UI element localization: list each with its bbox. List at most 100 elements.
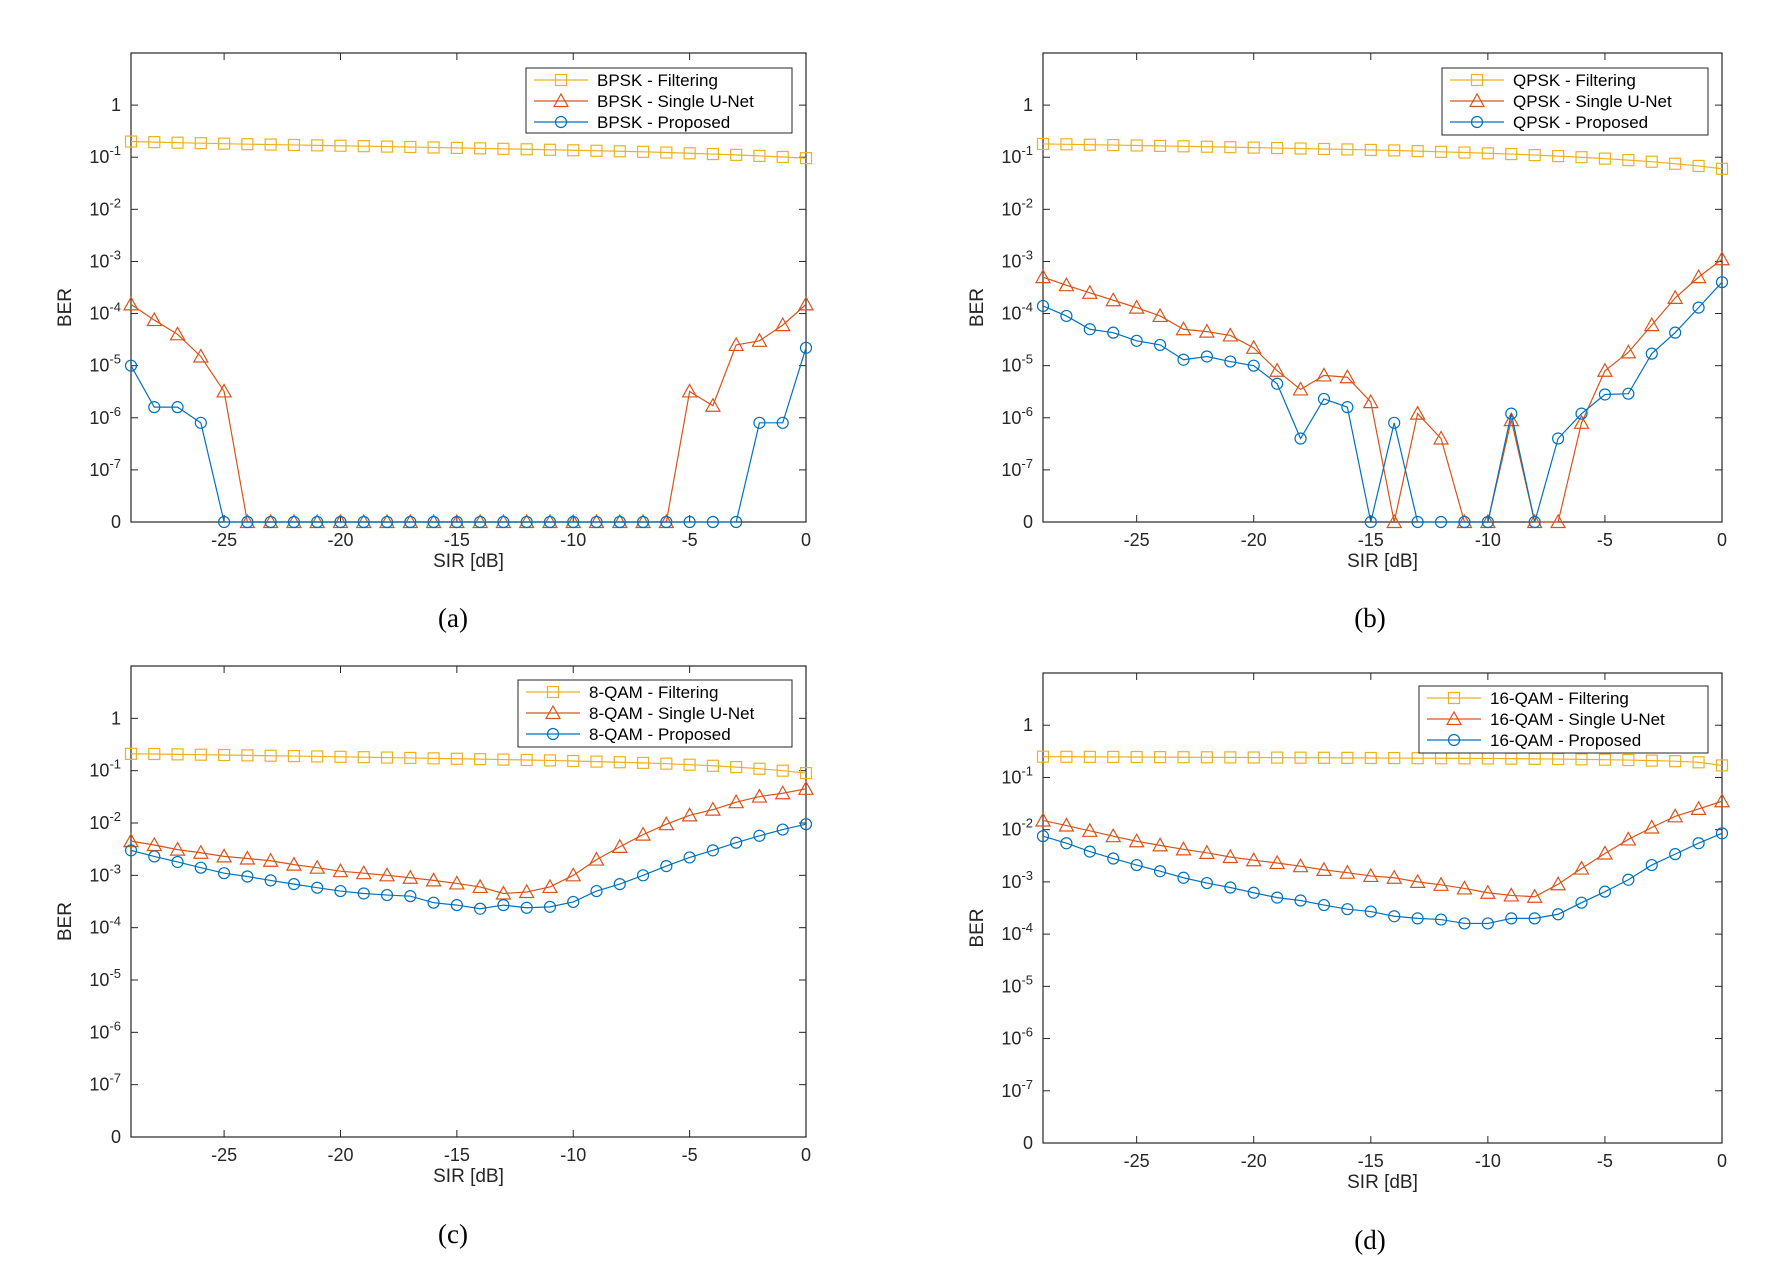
legend: 8-QAM - Filtering 8-QAM - Single U-Net 8-Q… (517, 679, 793, 748)
legend-label: BPSK - Filtering (597, 71, 718, 90)
data-point (1596, 845, 1613, 860)
data-point (1128, 833, 1145, 848)
series-circle (1036, 827, 1729, 930)
data-point (474, 515, 487, 529)
data-point (1152, 837, 1169, 852)
data-point (427, 752, 440, 765)
legend-marker (1447, 691, 1461, 705)
data-point (730, 148, 743, 161)
data-point (194, 748, 207, 761)
data-point (1409, 873, 1426, 888)
data-point (427, 896, 440, 909)
data-point (683, 758, 696, 771)
data-point (1271, 377, 1284, 390)
data-point (1456, 880, 1473, 895)
data-point (753, 149, 766, 163)
data-point (613, 145, 626, 158)
data-point (171, 136, 184, 149)
x-tick-label: -20 (1241, 1151, 1267, 1171)
data-point (1294, 142, 1307, 155)
data-point (1128, 299, 1145, 314)
data-point (1458, 146, 1471, 159)
x-tick-label: -10 (1475, 1151, 1501, 1171)
y-axis-label: BER (967, 288, 988, 327)
data-point (543, 143, 557, 156)
y-tick-label: 10-4 (89, 914, 121, 938)
data-point (1433, 430, 1450, 445)
data-point (567, 144, 580, 157)
legend-marker (546, 685, 560, 699)
data-point (1552, 908, 1565, 921)
data-point (683, 147, 696, 160)
y-tick-label: 10-5 (89, 966, 121, 990)
data-point (1198, 323, 1215, 338)
series-circle (1036, 276, 1729, 529)
x-tick-label: -15 (1358, 530, 1384, 550)
data-point (1362, 867, 1379, 883)
x-tick-label: -20 (327, 1145, 353, 1165)
data-point (1643, 316, 1660, 332)
data-point (1317, 392, 1331, 406)
data-point (1692, 837, 1705, 850)
data-point (567, 895, 580, 909)
data-point (264, 874, 277, 887)
data-point (404, 890, 417, 903)
panel-caption: (d) (1354, 1225, 1385, 1255)
data-point (1622, 753, 1635, 767)
data-point (216, 383, 233, 398)
data-point (1245, 339, 1262, 354)
y-tick-label: 0 (111, 512, 121, 532)
data-point (1713, 251, 1731, 266)
data-point (658, 815, 675, 831)
y-tick-label: 10-3 (89, 247, 121, 271)
data-point (1364, 751, 1377, 765)
data-point (497, 515, 510, 529)
data-point (681, 807, 698, 822)
data-point (148, 747, 161, 761)
data-point (613, 756, 626, 769)
y-tick-label: 10-1 (89, 757, 121, 781)
data-point (1575, 753, 1588, 766)
x-tick-label: -25 (1124, 1151, 1150, 1171)
data-point (1105, 827, 1122, 843)
data-point (1341, 401, 1354, 414)
x-tick-label: -20 (1241, 530, 1267, 550)
data-point (776, 823, 789, 836)
y-tick-label: 1 (111, 708, 121, 728)
series-line (1042, 258, 1723, 523)
legend-marker (552, 92, 570, 108)
x-tick-label: 0 (1717, 530, 1727, 550)
data-point (171, 401, 184, 414)
data-point (613, 515, 626, 529)
data-point (1198, 844, 1215, 859)
x-tick-label: -5 (682, 1145, 698, 1165)
data-point (590, 144, 603, 157)
x-tick-label: -10 (560, 530, 586, 550)
x-tick-label: 0 (1717, 1151, 1727, 1171)
data-point (1317, 142, 1331, 156)
data-point (402, 869, 419, 884)
y-tick-label: 10-6 (89, 1018, 121, 1042)
data-point (1153, 865, 1167, 878)
data-point (285, 856, 302, 871)
data-point (1598, 885, 1612, 898)
legend-marker (554, 115, 568, 129)
data-point (1622, 873, 1635, 886)
data-point (450, 898, 463, 912)
series-circle (124, 341, 813, 529)
data-point (1081, 284, 1098, 299)
data-point (1341, 143, 1354, 156)
data-point (565, 867, 582, 882)
x-tick-label: -15 (444, 530, 470, 550)
y-tick-label: 10-3 (1001, 247, 1033, 271)
y-tick-label: 0 (111, 1127, 121, 1147)
legend-marker (1470, 73, 1484, 87)
data-point (1667, 289, 1684, 304)
data-point (1388, 751, 1401, 765)
data-point (1669, 755, 1682, 768)
series-square (124, 747, 813, 780)
data-point (334, 750, 347, 763)
data-point (1224, 355, 1237, 368)
data-point (1552, 432, 1565, 445)
data-point (1434, 913, 1448, 926)
